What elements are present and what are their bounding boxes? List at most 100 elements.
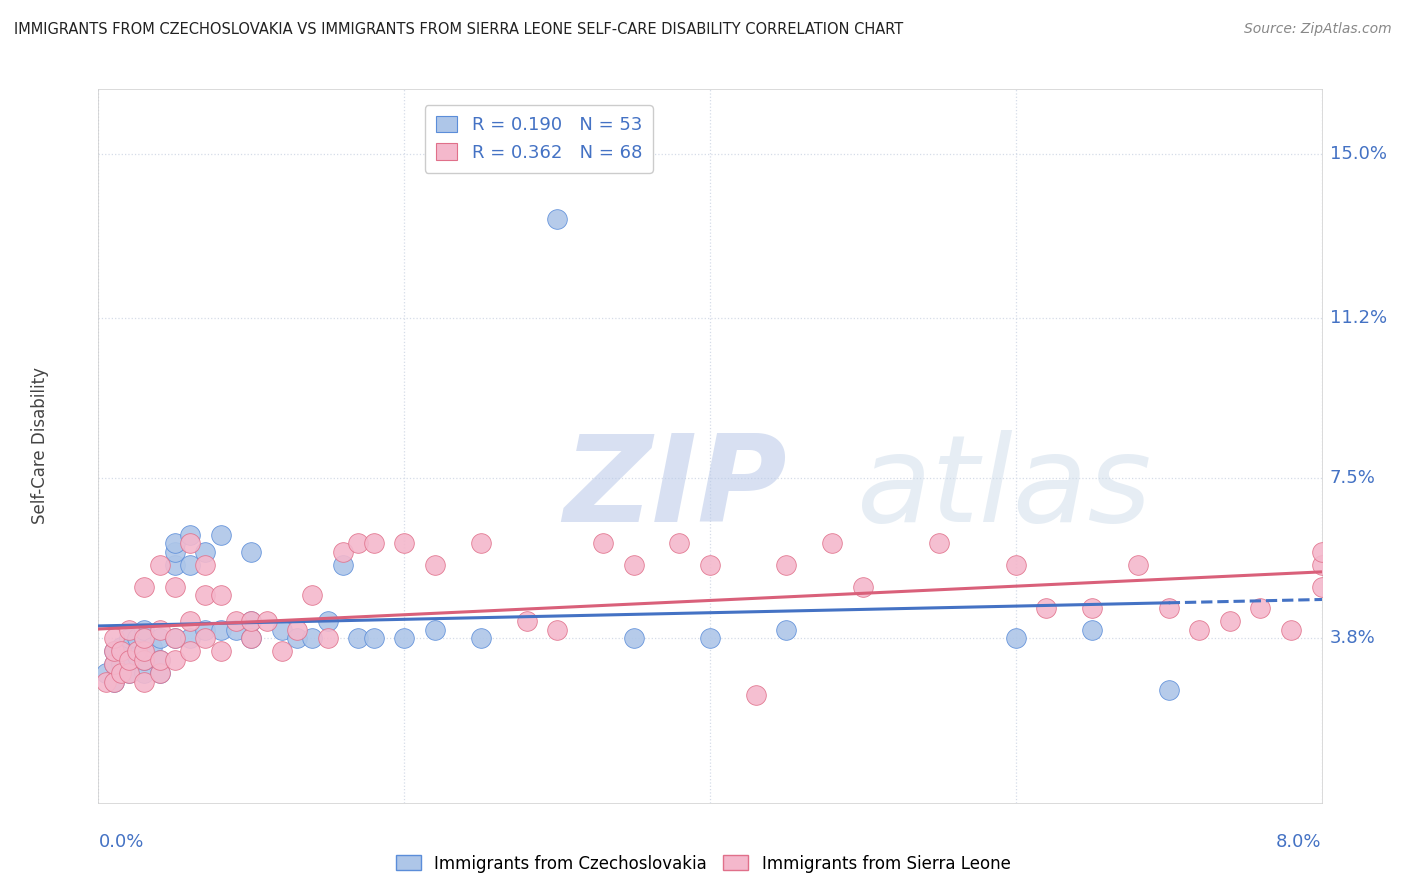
Point — [699, 632, 721, 646]
Point — [209, 588, 232, 602]
Point — [852, 580, 875, 594]
Point — [134, 653, 156, 667]
Point — [1004, 558, 1026, 572]
Point — [149, 632, 172, 646]
Text: Self-Care Disability: Self-Care Disability — [31, 368, 49, 524]
Point — [103, 644, 125, 658]
Text: IMMIGRANTS FROM CZECHOSLOVAKIA VS IMMIGRANTS FROM SIERRA LEONE SELF-CARE DISABIL: IMMIGRANTS FROM CZECHOSLOVAKIA VS IMMIGR… — [14, 22, 903, 37]
Point — [149, 623, 172, 637]
Point — [134, 666, 156, 681]
Point — [1310, 580, 1333, 594]
Point — [194, 623, 217, 637]
Point — [363, 632, 385, 646]
Point — [110, 666, 132, 681]
Point — [470, 536, 492, 550]
Point — [194, 588, 217, 602]
Text: 8.0%: 8.0% — [1277, 833, 1322, 851]
Point — [270, 644, 294, 658]
Point — [1081, 601, 1104, 615]
Point — [1310, 545, 1333, 559]
Point — [1188, 623, 1211, 637]
Point — [240, 614, 263, 628]
Point — [125, 632, 148, 646]
Point — [1157, 601, 1180, 615]
Point — [392, 632, 416, 646]
Point — [821, 536, 844, 550]
Point — [134, 653, 156, 667]
Point — [118, 653, 141, 667]
Point — [225, 623, 247, 637]
Point — [194, 558, 217, 572]
Point — [316, 632, 339, 646]
Point — [470, 632, 492, 646]
Text: 3.8%: 3.8% — [1330, 630, 1375, 648]
Point — [118, 666, 141, 681]
Point — [240, 632, 263, 646]
Point — [423, 623, 446, 637]
Point — [118, 640, 141, 654]
Point — [592, 536, 614, 550]
Point — [125, 644, 148, 658]
Point — [301, 632, 323, 646]
Point — [179, 644, 201, 658]
Point — [209, 623, 232, 637]
Point — [118, 632, 141, 646]
Point — [194, 632, 217, 646]
Point — [332, 545, 354, 559]
Point — [103, 657, 125, 672]
Point — [347, 632, 370, 646]
Point — [134, 644, 156, 658]
Point — [118, 653, 141, 667]
Point — [1035, 601, 1057, 615]
Point — [623, 632, 645, 646]
Point — [392, 536, 416, 550]
Point — [103, 644, 125, 658]
Point — [134, 632, 156, 646]
Point — [775, 558, 797, 572]
Point — [163, 580, 186, 594]
Text: 11.2%: 11.2% — [1330, 310, 1388, 327]
Point — [240, 614, 263, 628]
Point — [285, 632, 308, 646]
Point — [149, 653, 172, 667]
Point — [179, 536, 201, 550]
Point — [209, 644, 232, 658]
Point — [118, 623, 141, 637]
Point — [1128, 558, 1150, 572]
Point — [179, 527, 201, 541]
Point — [94, 666, 117, 681]
Point — [332, 558, 354, 572]
Point — [163, 545, 186, 559]
Point — [118, 666, 141, 681]
Point — [110, 657, 132, 672]
Point — [225, 614, 247, 628]
Point — [240, 632, 263, 646]
Point — [240, 545, 263, 559]
Point — [141, 640, 163, 654]
Point — [110, 640, 132, 654]
Point — [194, 545, 217, 559]
Point — [163, 653, 186, 667]
Point — [1310, 558, 1333, 572]
Legend: R = 0.190   N = 53, R = 0.362   N = 68: R = 0.190 N = 53, R = 0.362 N = 68 — [425, 105, 652, 172]
Point — [110, 644, 132, 658]
Point — [103, 674, 125, 689]
Point — [149, 666, 172, 681]
Text: ZIP: ZIP — [564, 430, 787, 548]
Text: 0.0%: 0.0% — [98, 833, 143, 851]
Point — [1249, 601, 1271, 615]
Point — [94, 674, 117, 689]
Point — [1004, 632, 1026, 646]
Point — [163, 632, 186, 646]
Point — [134, 580, 156, 594]
Point — [103, 657, 125, 672]
Point — [1219, 614, 1241, 628]
Point — [134, 632, 156, 646]
Point — [179, 614, 201, 628]
Point — [149, 558, 172, 572]
Point — [285, 623, 308, 637]
Point — [745, 688, 768, 702]
Point — [134, 674, 156, 689]
Point — [546, 623, 568, 637]
Point — [775, 623, 797, 637]
